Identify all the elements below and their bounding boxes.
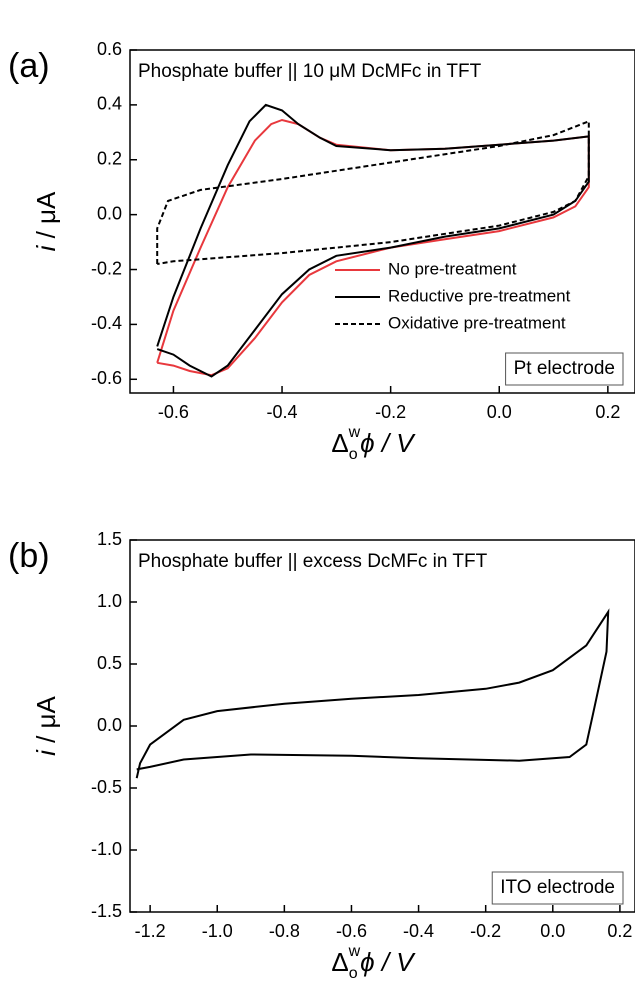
annotation: Phosphate buffer || excess DcMFc in TFT bbox=[138, 551, 488, 572]
series-line bbox=[156, 119, 590, 265]
x-tick-label: -0.2 bbox=[470, 921, 501, 941]
y-tick-label: -0.5 bbox=[91, 777, 122, 797]
box-frame bbox=[491, 871, 624, 905]
y-tick-label: 0.5 bbox=[97, 653, 122, 673]
y-tick-label: -1.0 bbox=[91, 839, 122, 859]
y-axis-label: i / μA bbox=[31, 695, 61, 755]
x-tick-label: -0.2 bbox=[375, 402, 406, 422]
y-tick-label: -1.5 bbox=[91, 901, 122, 921]
x-tick-label: -1.2 bbox=[135, 921, 166, 941]
x-tick-label: -1.0 bbox=[202, 921, 233, 941]
legend-label: Reductive pre-treatment bbox=[388, 286, 571, 305]
x-tick-label: 0.2 bbox=[607, 921, 632, 941]
x-tick-label: -0.8 bbox=[269, 921, 300, 941]
y-tick-label: 0.0 bbox=[97, 715, 122, 735]
x-tick-label: 0.0 bbox=[540, 921, 565, 941]
y-tick-label: -0.2 bbox=[91, 258, 122, 278]
y-label-part: i bbox=[31, 244, 61, 251]
x-label-part: Δ bbox=[331, 428, 348, 458]
box-frame bbox=[505, 352, 624, 386]
x-tick-label: -0.4 bbox=[267, 402, 298, 422]
y-tick-label: -0.6 bbox=[91, 368, 122, 388]
y-axis-label: i / μA bbox=[31, 191, 61, 251]
panel-label: (a) bbox=[8, 47, 50, 85]
x-axis-label: Δowϕ / V bbox=[331, 943, 416, 982]
x-tick-label: -0.6 bbox=[158, 402, 189, 422]
y-tick-label: 1.5 bbox=[97, 529, 122, 549]
y-tick-label: 0.2 bbox=[97, 149, 122, 169]
y-tick-label: 1.0 bbox=[97, 591, 122, 611]
x-label-part: ϕ / V bbox=[360, 947, 416, 977]
y-tick-label: 0.4 bbox=[97, 94, 122, 114]
box-annotation: ITO electrode bbox=[500, 877, 615, 898]
x-label-part: w bbox=[348, 943, 361, 960]
panel-label: (b) bbox=[8, 537, 50, 575]
x-axis-label: Δowϕ / V bbox=[331, 424, 416, 463]
legend-label: Oxidative pre-treatment bbox=[388, 313, 566, 332]
y-tick-label: 0.0 bbox=[97, 203, 122, 223]
x-label-part: w bbox=[348, 424, 361, 441]
x-tick-label: -0.6 bbox=[336, 921, 367, 941]
y-label-part: i bbox=[31, 749, 61, 756]
x-label-part: o bbox=[349, 446, 358, 463]
series-line bbox=[156, 103, 590, 378]
y-tick-label: -0.4 bbox=[91, 313, 122, 333]
x-tick-label: 0.2 bbox=[595, 402, 620, 422]
annotation: Phosphate buffer || 10 μM DcMFc in TFT bbox=[138, 61, 482, 82]
y-tick-label: 0.6 bbox=[97, 39, 122, 59]
series-line bbox=[135, 608, 610, 779]
plot-frame bbox=[129, 539, 635, 913]
plot-frame bbox=[129, 49, 635, 394]
x-label-part: o bbox=[349, 965, 358, 982]
y-label-part: / μA bbox=[31, 695, 61, 750]
legend-label: No pre-treatment bbox=[388, 259, 517, 278]
x-label-part: Δ bbox=[331, 947, 348, 977]
box-annotation: Pt electrode bbox=[514, 358, 615, 379]
y-label-part: / μA bbox=[31, 191, 61, 246]
x-label-part: ϕ / V bbox=[360, 428, 416, 458]
x-tick-label: -0.4 bbox=[403, 921, 434, 941]
x-tick-label: 0.0 bbox=[487, 402, 512, 422]
series-line bbox=[156, 118, 590, 377]
